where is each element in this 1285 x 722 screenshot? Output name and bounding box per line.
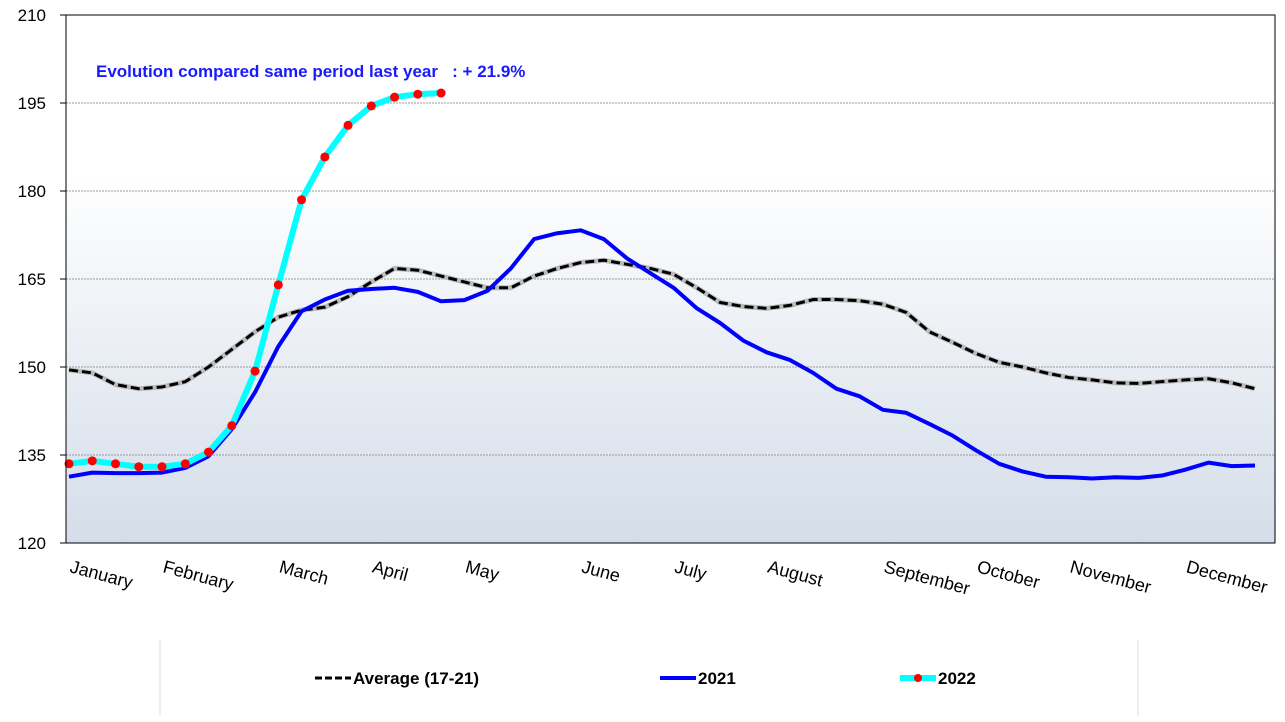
y-tick-label: 165 xyxy=(18,270,46,289)
y-tick-label: 150 xyxy=(18,358,46,377)
x-tick-label: June xyxy=(580,557,623,586)
marker xyxy=(273,280,283,290)
y-tick-label: 210 xyxy=(18,6,46,25)
marker xyxy=(134,462,144,472)
x-tick-label: March xyxy=(277,557,330,589)
marker xyxy=(297,195,307,205)
marker xyxy=(343,120,353,130)
marker xyxy=(390,92,400,102)
x-tick-label: January xyxy=(68,557,135,593)
legend-marker xyxy=(914,674,922,682)
series-line xyxy=(68,258,1256,391)
y-tick-label: 120 xyxy=(18,534,46,553)
marker xyxy=(157,462,167,472)
marker xyxy=(366,101,376,111)
x-tick-label: August xyxy=(766,557,825,591)
series-line xyxy=(68,228,1256,481)
x-tick-label: February xyxy=(161,557,236,595)
marker xyxy=(250,366,260,376)
y-tick-label: 180 xyxy=(18,182,46,201)
marker xyxy=(204,447,214,457)
y-tick-label: 195 xyxy=(18,94,46,113)
x-tick-label: April xyxy=(370,557,410,586)
annotation: Evolution compared same period last year… xyxy=(96,62,525,81)
legend-label: 2022 xyxy=(938,669,976,688)
x-tick-label: October xyxy=(975,557,1042,593)
x-tick-label: July xyxy=(673,557,709,585)
x-tick-label: May xyxy=(463,557,501,585)
y-tick-label: 135 xyxy=(18,446,46,465)
marker xyxy=(436,88,446,98)
x-tick-label: December xyxy=(1184,557,1269,598)
legend-label: Average (17-21) xyxy=(353,669,479,688)
marker xyxy=(111,459,121,469)
marker xyxy=(320,152,330,162)
series-lines xyxy=(64,88,1256,481)
legend: Average (17-21) 2021 2022 xyxy=(315,669,976,688)
marker xyxy=(64,459,74,469)
plot-border xyxy=(65,14,1276,544)
legend-label: 2021 xyxy=(698,669,736,688)
x-tick-label: November xyxy=(1068,557,1153,598)
marker xyxy=(87,456,97,466)
marker xyxy=(413,89,423,99)
marker xyxy=(180,459,190,469)
x-tick-label: September xyxy=(882,557,972,599)
marker xyxy=(227,421,237,431)
